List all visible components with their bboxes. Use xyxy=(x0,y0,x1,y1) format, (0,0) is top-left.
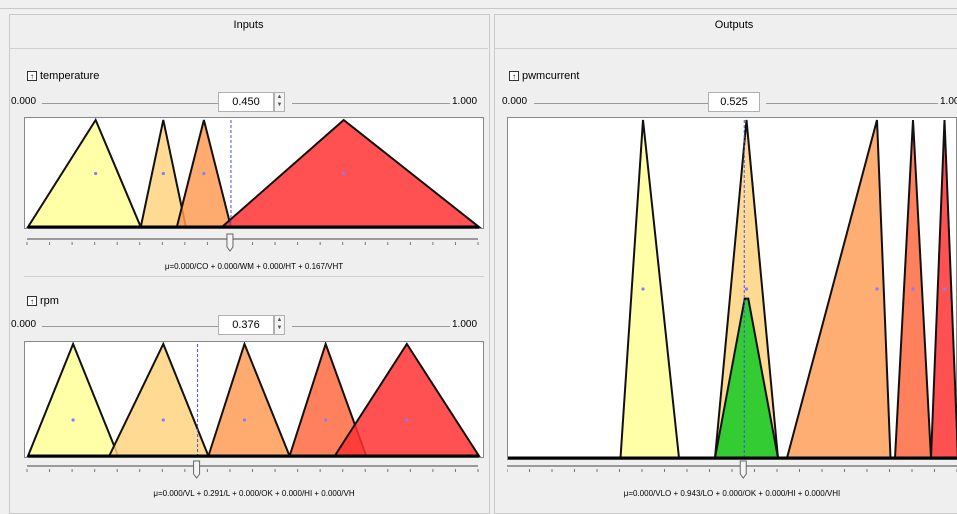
rpm-membership-formula: μ=0.000/VL + 0.291/L + 0.000/OK + 0.000/… xyxy=(153,489,355,498)
pwmcurrent-name: pwmcurrent xyxy=(522,70,580,82)
term-centroid-lo xyxy=(744,287,749,291)
pwmcurrent-membership-formula: μ=0.000/VLO + 0.943/LO + 0.000/OK + 0.00… xyxy=(623,489,841,498)
temperature-membership-formula: μ=0.000/CO + 0.000/WM + 0.000/HT + 0.167… xyxy=(164,262,344,271)
temperature-max-label: 1.000 xyxy=(452,96,478,107)
term-centroid-co xyxy=(94,171,98,176)
membership-term-vlo xyxy=(619,119,681,459)
term-centroid-ok xyxy=(875,287,879,291)
slider-handle[interactable] xyxy=(226,233,234,252)
slider-handle[interactable] xyxy=(739,460,747,479)
temperature-min-label: 0.000 xyxy=(11,96,37,107)
rpm-label: ↑ rpm xyxy=(27,295,59,307)
variable-export-icon[interactable]: ↑ xyxy=(27,296,37,306)
membership-term-vht xyxy=(219,118,482,228)
rpm-max-label: 1.000 xyxy=(452,319,478,330)
rpm-plot xyxy=(24,341,484,458)
rpm-spinbox-arrows[interactable]: ▲ ▼ xyxy=(274,315,285,335)
term-centroid-vlo xyxy=(641,287,645,291)
pwmcurrent-plot xyxy=(507,117,957,460)
pwmcurrent-min-label: 0.000 xyxy=(502,96,528,107)
term-centroid-ht xyxy=(202,171,206,176)
temperature-name: temperature xyxy=(40,70,100,82)
temperature-plot xyxy=(24,117,484,229)
rpm-value-input[interactable]: 0.376 xyxy=(218,315,274,335)
temperature-range-line-right xyxy=(292,103,450,104)
rpm-range-line-right xyxy=(292,326,450,327)
membership-term-vh xyxy=(332,342,481,457)
term-centroid-ok xyxy=(242,418,247,422)
term-centroid-vhi xyxy=(942,287,947,291)
pwmcurrent-value-output: 0.525 xyxy=(708,92,760,112)
inputs-header-divider xyxy=(9,48,488,49)
temperature-value-input[interactable]: 0.450 xyxy=(218,92,274,112)
term-centroid-wm xyxy=(161,171,165,176)
membership-term-vl xyxy=(26,342,120,457)
inputs-title: Inputs xyxy=(233,19,264,31)
input-separator xyxy=(24,276,484,277)
term-centroid-hi xyxy=(911,287,915,291)
pwmcurrent-max-label: 1.000 xyxy=(940,96,957,107)
membership-term-ok xyxy=(207,342,292,457)
term-centroid-vl xyxy=(71,418,75,422)
outputs-title: Outputs xyxy=(714,19,754,31)
membership-term-l xyxy=(107,342,210,457)
rpm-slider[interactable] xyxy=(24,460,484,485)
term-centroid-vh xyxy=(405,418,409,422)
outputs-header-divider xyxy=(494,48,957,49)
slider-handle[interactable] xyxy=(193,460,201,479)
membership-term-co xyxy=(26,118,143,228)
temperature-slider[interactable] xyxy=(24,233,484,258)
term-centroid-hi xyxy=(324,418,328,422)
rpm-name: rpm xyxy=(40,295,59,307)
variable-export-icon[interactable]: ↑ xyxy=(509,71,519,81)
pwmcurrent-slider xyxy=(507,460,957,485)
pwmcurrent-range-line-right xyxy=(766,103,938,104)
term-centroid-l xyxy=(161,418,165,422)
temperature-range-line-left xyxy=(42,103,218,104)
term-centroid-vht xyxy=(342,171,346,176)
temperature-spinbox-arrows[interactable]: ▲ ▼ xyxy=(274,92,285,112)
window-top-border xyxy=(0,8,957,9)
variable-export-icon[interactable]: ↑ xyxy=(27,71,37,81)
membership-term-ok xyxy=(785,119,892,459)
pwmcurrent-range-line-left xyxy=(534,103,708,104)
temperature-label: ↑ temperature xyxy=(27,70,99,82)
pwmcurrent-label: ↑ pwmcurrent xyxy=(509,70,579,82)
rpm-range-line-left xyxy=(42,326,218,327)
rpm-min-label: 0.000 xyxy=(11,319,37,330)
